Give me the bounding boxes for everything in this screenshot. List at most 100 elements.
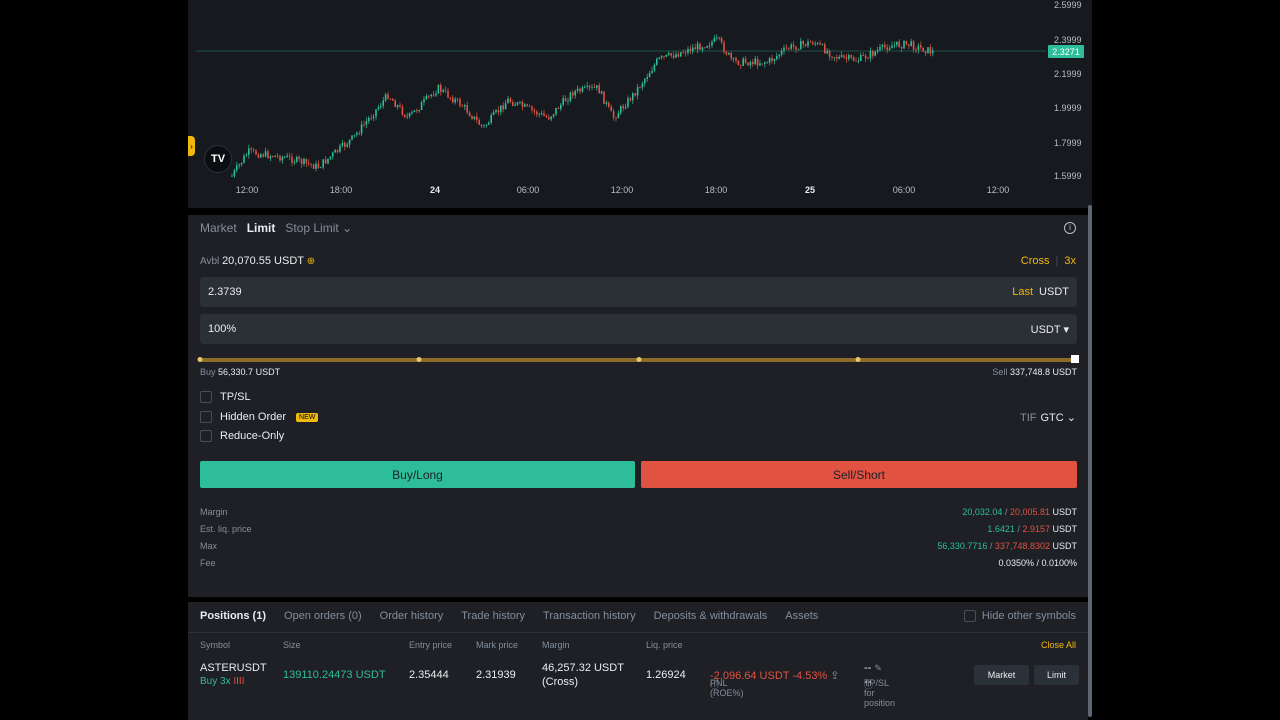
candle-body bbox=[665, 54, 668, 57]
slider-thumb[interactable] bbox=[1071, 355, 1079, 363]
last-price-button[interactable]: Last bbox=[1012, 286, 1034, 298]
candle-body bbox=[569, 92, 572, 101]
size-unit-select[interactable]: USDT ▾ bbox=[1031, 323, 1069, 336]
col-pnl-label: PNL (ROE%) bbox=[710, 678, 744, 698]
positions-panel: Positions (1) Open orders (0) Order hist… bbox=[188, 602, 1088, 720]
candle-body bbox=[653, 64, 656, 71]
hidden-order-checkbox[interactable]: Hidden Order NEW bbox=[200, 411, 319, 423]
candle-body bbox=[461, 105, 464, 107]
candle-body bbox=[778, 54, 780, 56]
tif-select[interactable]: TIF GTC ⌄ bbox=[1020, 411, 1076, 424]
candle-body bbox=[351, 135, 353, 140]
stat-slash: / bbox=[989, 541, 993, 551]
candle-body bbox=[802, 41, 804, 45]
candle-body bbox=[382, 100, 384, 106]
tab-market[interactable]: Market bbox=[200, 221, 237, 235]
tab-order-history[interactable]: Order history bbox=[379, 610, 444, 622]
candle-body bbox=[341, 142, 344, 146]
candle-body bbox=[725, 52, 728, 55]
reduce-only-checkbox[interactable]: Reduce-Only bbox=[200, 430, 284, 442]
position-symbol[interactable]: ASTERUSDT bbox=[200, 662, 267, 674]
order-panel: Market Limit Stop Limit ⌄ i Avbl 20,070.… bbox=[188, 215, 1088, 597]
edit-icon[interactable]: ✎ bbox=[874, 663, 882, 673]
candle-body bbox=[872, 51, 874, 56]
tab-deposits-withdrawals[interactable]: Deposits & withdrawals bbox=[653, 610, 768, 622]
candle-body bbox=[370, 117, 372, 119]
chart-collapse-handle[interactable]: › bbox=[188, 136, 195, 156]
checkbox-box[interactable] bbox=[200, 411, 212, 423]
candle-body bbox=[754, 58, 756, 65]
checkbox-box[interactable] bbox=[200, 430, 212, 442]
candle-body bbox=[432, 94, 435, 96]
margin-mode-button[interactable]: Cross bbox=[1020, 255, 1050, 267]
stat-unit: USDT bbox=[1052, 541, 1078, 551]
candle-body bbox=[562, 98, 564, 105]
tpsl-checkbox[interactable]: TP/SL bbox=[200, 391, 251, 403]
transfer-icon[interactable]: ⊕ bbox=[306, 256, 316, 267]
candle-body bbox=[502, 105, 504, 110]
price-chart[interactable]: › TV 2.5999 2.3999 2.1999 1.9999 1.7999 … bbox=[188, 0, 1092, 208]
candle-body bbox=[404, 114, 406, 117]
slider-step[interactable] bbox=[197, 357, 203, 362]
chevron-down-icon: ⌄ bbox=[342, 221, 353, 235]
time-tick: 06:00 bbox=[892, 185, 916, 195]
candle-body bbox=[896, 41, 898, 46]
candle-body bbox=[298, 156, 300, 160]
col-liq-price: Liq. price bbox=[646, 640, 683, 650]
candle-body bbox=[684, 52, 687, 54]
candle-body bbox=[668, 53, 670, 55]
avbl-value: 20,070.55 USDT bbox=[222, 255, 304, 267]
slider-step[interactable] bbox=[855, 357, 861, 362]
stat-max: Max 56,330.7716 / 337,748.8302 USDT bbox=[200, 541, 1077, 558]
position-sl: -- bbox=[864, 676, 872, 688]
candle-body bbox=[466, 105, 468, 113]
tab-open-orders[interactable]: Open orders (0) bbox=[284, 610, 362, 622]
candle-body bbox=[874, 51, 876, 56]
candle-body bbox=[893, 45, 896, 46]
checkbox-box[interactable] bbox=[963, 610, 976, 622]
candle-body bbox=[752, 62, 754, 65]
size-slider[interactable] bbox=[197, 355, 1079, 363]
candle-body bbox=[238, 164, 240, 166]
slider-step[interactable] bbox=[416, 357, 422, 362]
buy-long-button[interactable]: Buy/Long bbox=[200, 461, 635, 488]
market-close-button[interactable]: Market bbox=[974, 665, 1029, 685]
candle-body bbox=[252, 149, 255, 151]
candle-body bbox=[648, 73, 651, 78]
tab-stop-limit[interactable]: Stop Limit ⌄ bbox=[285, 221, 352, 235]
candle-body bbox=[804, 44, 807, 46]
hide-other-symbols-checkbox[interactable]: Hide other symbols bbox=[963, 610, 1076, 622]
size-input[interactable]: 100% USDT ▾ bbox=[200, 314, 1077, 344]
candle-body bbox=[771, 58, 773, 61]
tab-assets[interactable]: Assets bbox=[785, 610, 819, 622]
close-all-button[interactable]: Close All bbox=[1040, 640, 1076, 650]
share-icon[interactable]: ⇪ bbox=[830, 670, 840, 682]
candle-body bbox=[332, 152, 334, 157]
info-icon[interactable]: ⓘ bbox=[710, 680, 720, 690]
time-tick: 18:00 bbox=[704, 185, 728, 195]
checkbox-box[interactable] bbox=[200, 391, 212, 403]
info-icon[interactable]: ⓘ bbox=[864, 680, 874, 690]
tab-positions[interactable]: Positions (1) bbox=[200, 610, 267, 622]
info-icon[interactable]: i bbox=[1064, 222, 1076, 234]
new-badge: NEW bbox=[296, 412, 319, 422]
tab-transaction-history[interactable]: Transaction history bbox=[543, 610, 636, 622]
tab-trade-history[interactable]: Trade history bbox=[461, 610, 526, 622]
candle-body bbox=[514, 104, 516, 106]
scrollbar[interactable] bbox=[1088, 205, 1092, 717]
candle-body bbox=[749, 62, 752, 66]
price-axis: 2.5999 2.3999 2.1999 1.9999 1.7999 1.599… bbox=[1046, 0, 1092, 208]
sell-short-button[interactable]: Sell/Short bbox=[641, 461, 1077, 488]
leverage-button[interactable]: 3x bbox=[1064, 255, 1076, 267]
limit-close-button[interactable]: Limit bbox=[1034, 665, 1079, 685]
candle-body bbox=[670, 53, 672, 56]
candle-body bbox=[250, 148, 252, 150]
price-input[interactable]: 2.3739 Last USDT bbox=[200, 277, 1077, 307]
slider-step[interactable] bbox=[636, 357, 641, 362]
candle-body bbox=[788, 48, 790, 50]
position-pnl: -2,096.64 USDT -4.53% ⇪ bbox=[710, 669, 840, 682]
candle-body bbox=[524, 104, 526, 107]
candle-body bbox=[689, 48, 692, 52]
hide-other-label: Hide other symbols bbox=[981, 610, 1076, 622]
tab-limit[interactable]: Limit bbox=[246, 221, 276, 235]
